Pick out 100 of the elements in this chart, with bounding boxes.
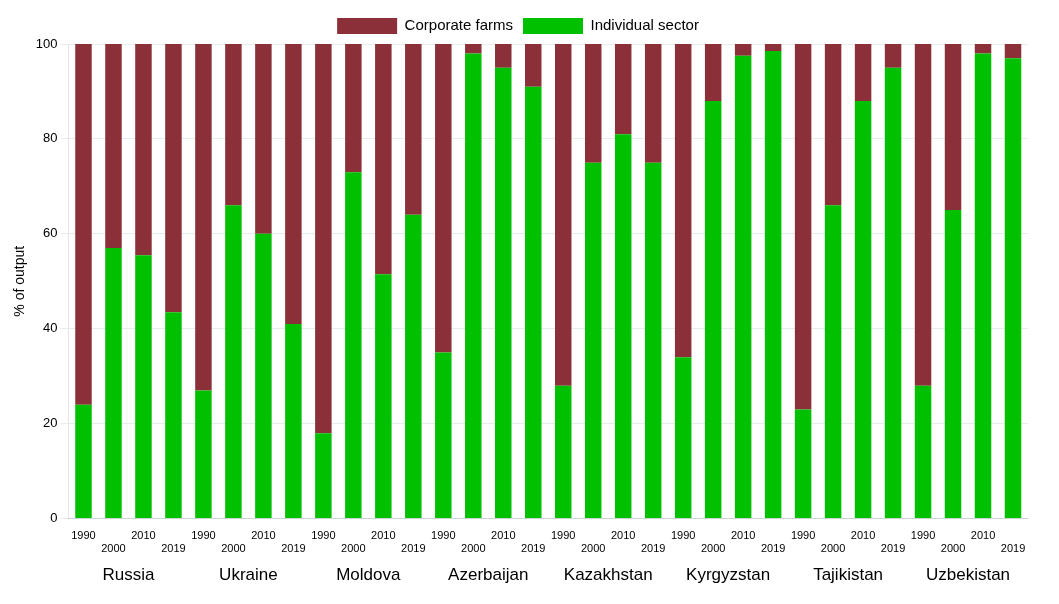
x-tick-label: 1990	[790, 529, 816, 542]
bar	[375, 274, 392, 519]
bar	[644, 162, 662, 519]
bar	[405, 44, 422, 215]
x-tick-label: 2010	[730, 529, 756, 542]
bar	[674, 357, 692, 519]
x-tick-label: 2010	[610, 529, 636, 542]
bar	[195, 44, 212, 391]
text: Moldova	[336, 565, 402, 585]
bar	[135, 44, 152, 256]
bar	[914, 44, 932, 386]
bar	[584, 44, 602, 163]
bar	[345, 44, 362, 173]
x-tick-label: 2019	[161, 542, 186, 555]
bar	[974, 53, 992, 519]
bar	[75, 44, 92, 405]
x-tick-label: 1990	[191, 529, 216, 542]
legend-label: Corporate farms	[404, 16, 513, 34]
bar	[495, 44, 512, 68]
bar	[405, 214, 422, 519]
y-tick-label: 100	[35, 35, 58, 51]
bar	[195, 390, 212, 519]
x-tick-label: 2010	[371, 529, 396, 542]
bar	[554, 44, 572, 386]
text: Tajikistan	[813, 565, 884, 585]
text: Ukraine	[219, 565, 278, 585]
bar	[465, 44, 482, 54]
bar	[255, 44, 272, 234]
bar	[315, 433, 332, 519]
bar	[315, 44, 332, 434]
y-axis-title: % of output	[11, 245, 28, 317]
x-tick-label: 1990	[71, 529, 96, 542]
text: Azerbaijan	[448, 565, 529, 585]
text: Russia	[102, 565, 155, 585]
x-tick-label: 2000	[101, 542, 126, 555]
x-tick-label: 2019	[521, 542, 546, 555]
y-tick-label: 0	[50, 510, 58, 526]
bar	[974, 44, 992, 54]
x-tick-label: 2019	[1000, 542, 1026, 555]
x-tick-label: 2010	[491, 529, 516, 542]
legend-label: Individual sector	[590, 16, 699, 34]
x-tick-label: 2010	[970, 529, 996, 542]
text: Kazakhstan	[563, 565, 653, 585]
bar	[884, 67, 902, 519]
bar	[764, 44, 782, 52]
bar	[105, 248, 122, 519]
bar	[854, 100, 872, 519]
bar	[734, 44, 752, 56]
bar	[165, 44, 182, 313]
bar	[435, 44, 452, 353]
bar	[854, 44, 872, 101]
bar	[944, 44, 962, 211]
bar	[495, 67, 512, 519]
x-tick-label: 1990	[551, 529, 576, 542]
bar	[734, 55, 752, 519]
x-tick-label: 2019	[880, 542, 906, 555]
bar	[914, 385, 932, 519]
bar	[884, 44, 902, 68]
y-tick-label: 80	[43, 130, 58, 146]
bar	[644, 44, 662, 163]
x-tick-label: 2019	[640, 542, 666, 555]
x-tick-label: 2019	[281, 542, 306, 555]
bar	[75, 404, 92, 519]
x-tick-label: 2000	[221, 542, 246, 555]
bar	[435, 352, 452, 519]
bar	[824, 44, 842, 206]
bar	[135, 255, 152, 519]
x-tick-label: 2019	[760, 542, 786, 555]
text: Uzbekistan	[925, 565, 1011, 585]
bar	[614, 134, 632, 519]
bar	[105, 44, 122, 249]
bar	[285, 44, 302, 325]
y-tick-label: 20	[43, 415, 58, 431]
bar	[944, 210, 962, 519]
bar	[704, 100, 722, 519]
bar	[554, 385, 572, 519]
x-tick-label: 2010	[850, 529, 876, 542]
bar	[345, 172, 362, 519]
x-tick-label: 1990	[311, 529, 336, 542]
bar	[824, 205, 842, 519]
x-tick-label: 2000	[940, 542, 966, 555]
bar	[764, 51, 782, 519]
y-tick-label: 60	[43, 225, 58, 241]
x-tick-label: 2000	[341, 542, 366, 555]
bar	[525, 44, 542, 87]
bar	[285, 324, 302, 519]
bar	[614, 44, 632, 135]
bar	[704, 44, 722, 101]
bar	[1004, 58, 1022, 519]
bar	[165, 312, 182, 519]
x-tick-label: 2000	[700, 542, 726, 555]
bar	[584, 162, 602, 519]
bar	[1004, 44, 1022, 59]
bar	[225, 205, 242, 519]
x-tick-label: 2000	[580, 542, 606, 555]
x-tick-label: 1990	[670, 529, 696, 542]
x-tick-label: 2000	[820, 542, 846, 555]
bar	[674, 44, 692, 358]
x-tick-label: 2010	[251, 529, 276, 542]
x-tick-label: 2019	[401, 542, 426, 555]
